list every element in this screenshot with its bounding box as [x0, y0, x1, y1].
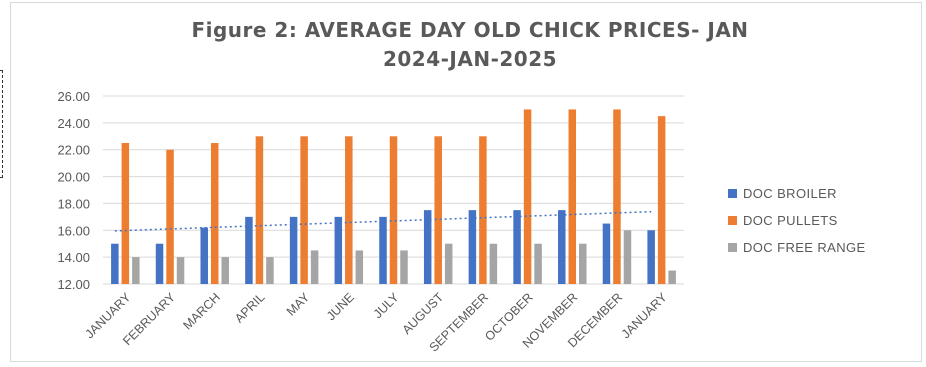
bar-doc-broiler [468, 210, 477, 284]
bar-doc-pullets [121, 143, 130, 284]
legend-label: DOC PULLETS [743, 212, 838, 228]
bar-doc-broiler [558, 210, 566, 284]
legend-item: DOC FREE RANGE [728, 238, 866, 256]
bar-doc-free-range [221, 257, 229, 284]
bar-doc-free-range [355, 250, 364, 284]
bar-doc-broiler [379, 216, 387, 284]
bar-doc-free-range [623, 230, 632, 284]
bar-doc-pullets [255, 136, 264, 284]
x-tick-label: JANUARY [619, 290, 670, 341]
chart-title: Figure 2: AVERAGE DAY OLD CHICK PRICES- … [110, 16, 830, 74]
x-tick-label: AUGUST [400, 290, 447, 337]
bar-doc-pullets [300, 136, 308, 284]
x-tick-label: JUNE [324, 290, 357, 323]
bar-doc-free-range [266, 257, 274, 284]
legend-item: DOC BROILER [728, 184, 866, 202]
bar-doc-free-range [579, 243, 587, 284]
bar-doc-free-range [534, 243, 542, 284]
bar-doc-free-range [132, 257, 140, 284]
legend-label: DOC FREE RANGE [743, 239, 866, 255]
bar-doc-pullets [434, 136, 442, 284]
bar-doc-broiler [289, 216, 298, 284]
bar-doc-pullets [523, 109, 532, 284]
bar-doc-pullets [345, 136, 353, 284]
x-tick-label: JULY [371, 290, 402, 321]
bar-doc-pullets [166, 149, 174, 284]
bar-doc-broiler [111, 243, 119, 284]
bar-doc-free-range [310, 250, 319, 284]
bar-doc-broiler [602, 223, 611, 284]
legend-item: DOC PULLETS [728, 211, 866, 229]
bar-doc-broiler [155, 243, 164, 284]
bar-doc-free-range [176, 257, 185, 284]
bar-doc-pullets [613, 109, 621, 284]
bar-doc-broiler [513, 210, 521, 284]
bar-doc-pullets [657, 116, 666, 285]
bar-doc-free-range [668, 270, 676, 284]
legend-swatch [728, 215, 737, 225]
chart-title-line-1: Figure 2: AVERAGE DAY OLD CHICK PRICES- … [191, 18, 749, 42]
y-tick-label: 16.00 [57, 223, 90, 238]
bar-doc-broiler [647, 230, 655, 284]
x-tick-label: MAY [284, 290, 313, 319]
bar-doc-free-range [444, 243, 453, 284]
bar-doc-pullets [210, 143, 219, 284]
bar-doc-free-range [400, 250, 408, 284]
chart-frame [10, 2, 922, 362]
y-tick-label: 24.00 [57, 116, 90, 131]
y-tick-label: 20.00 [57, 170, 90, 185]
y-tick-label: 14.00 [57, 250, 90, 265]
legend-swatch [728, 188, 737, 198]
legend-label: DOC BROILER [743, 185, 837, 201]
y-tick-label: 22.00 [57, 143, 90, 158]
bar-doc-pullets [568, 109, 577, 284]
chart-legend: DOC BROILER DOC PULLETS DOC FREE RANGE [728, 184, 866, 265]
bar-doc-free-range [489, 243, 498, 284]
x-tick-label: MARCH [181, 290, 223, 332]
chart-title-line-2: 2024-JAN-2025 [382, 47, 558, 71]
y-tick-label: 18.00 [57, 196, 90, 211]
bar-doc-broiler [245, 216, 253, 284]
bar-doc-pullets [389, 136, 398, 284]
y-tick-label: 26.00 [57, 89, 90, 104]
selection-marker [0, 70, 3, 178]
bar-doc-broiler [200, 227, 208, 284]
bar-doc-broiler [334, 216, 343, 284]
bar-doc-pullets [479, 136, 487, 284]
y-tick-label: 12.00 [57, 277, 90, 292]
x-tick-label: APRIL [232, 290, 267, 325]
legend-swatch [728, 242, 737, 252]
bar-doc-broiler [423, 210, 432, 284]
